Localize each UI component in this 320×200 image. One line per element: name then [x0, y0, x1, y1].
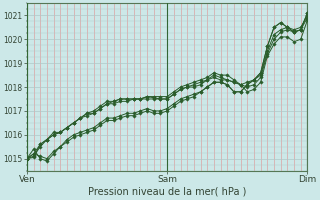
X-axis label: Pression niveau de la mer( hPa ): Pression niveau de la mer( hPa )	[88, 187, 246, 197]
